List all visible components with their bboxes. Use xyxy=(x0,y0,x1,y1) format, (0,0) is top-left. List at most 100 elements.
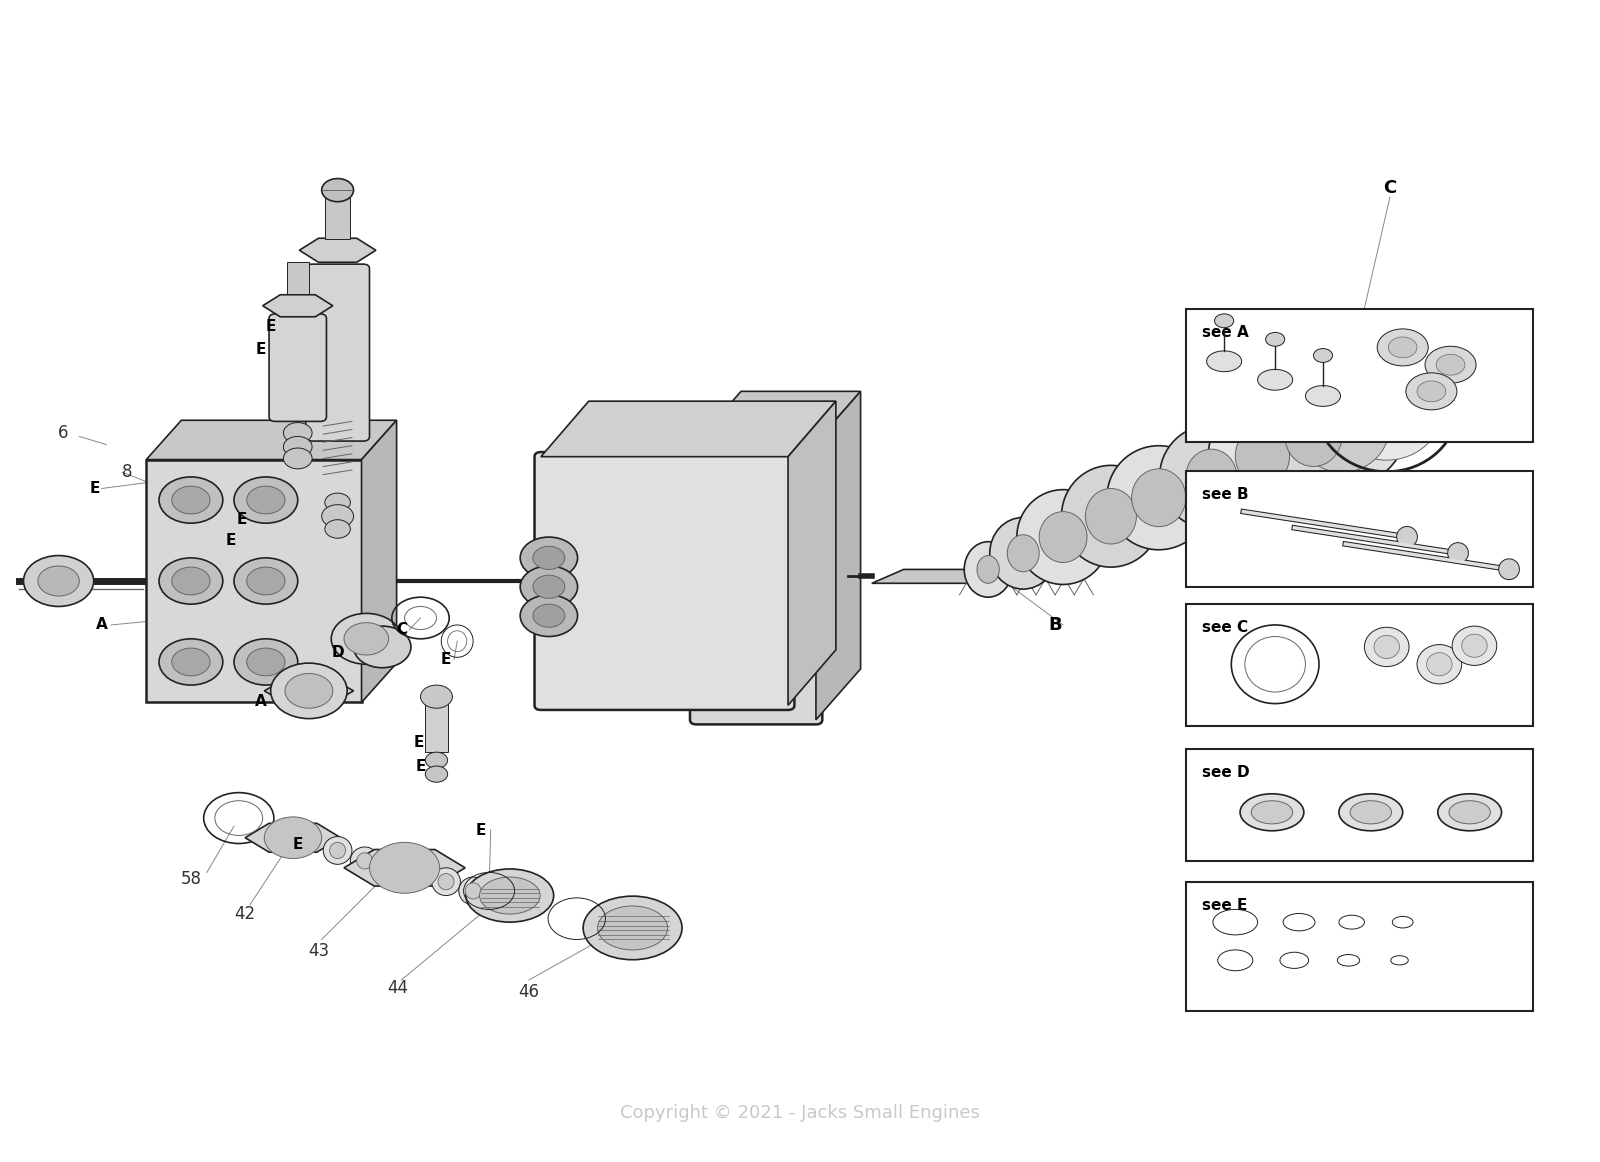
Circle shape xyxy=(158,476,222,523)
Ellipse shape xyxy=(1258,370,1293,390)
Bar xyxy=(1186,309,1533,443)
Ellipse shape xyxy=(1258,379,1370,492)
Text: see A: see A xyxy=(1202,325,1248,340)
Circle shape xyxy=(234,639,298,686)
Bar xyxy=(1186,471,1533,587)
Ellipse shape xyxy=(466,869,554,923)
Polygon shape xyxy=(146,421,397,460)
Ellipse shape xyxy=(1397,526,1418,547)
Circle shape xyxy=(344,623,389,655)
Circle shape xyxy=(246,486,285,514)
Text: 44: 44 xyxy=(387,980,408,997)
Circle shape xyxy=(325,493,350,511)
Circle shape xyxy=(270,664,347,718)
Ellipse shape xyxy=(1499,559,1520,580)
Ellipse shape xyxy=(1107,446,1211,550)
Text: C: C xyxy=(1384,179,1397,196)
Ellipse shape xyxy=(1240,794,1304,831)
Text: E: E xyxy=(266,320,275,335)
Circle shape xyxy=(1314,349,1333,363)
Circle shape xyxy=(426,752,448,768)
Ellipse shape xyxy=(1208,401,1317,511)
Circle shape xyxy=(354,626,411,668)
Circle shape xyxy=(1214,314,1234,328)
Ellipse shape xyxy=(459,877,488,905)
Text: 6: 6 xyxy=(58,424,69,442)
Text: 8: 8 xyxy=(122,464,133,481)
Text: B: B xyxy=(1048,616,1062,634)
Ellipse shape xyxy=(1462,634,1488,658)
Circle shape xyxy=(246,648,285,676)
Circle shape xyxy=(24,555,94,607)
Circle shape xyxy=(283,449,312,468)
Bar xyxy=(286,261,309,294)
Ellipse shape xyxy=(350,847,379,875)
Ellipse shape xyxy=(330,842,346,859)
Circle shape xyxy=(322,504,354,528)
Circle shape xyxy=(246,567,285,595)
Bar xyxy=(426,701,448,752)
Circle shape xyxy=(426,766,448,782)
Circle shape xyxy=(1418,381,1446,402)
Ellipse shape xyxy=(1427,653,1453,676)
Polygon shape xyxy=(299,238,376,263)
Ellipse shape xyxy=(1131,468,1186,526)
Polygon shape xyxy=(789,401,835,705)
Circle shape xyxy=(520,595,578,637)
FancyBboxPatch shape xyxy=(269,314,326,422)
Ellipse shape xyxy=(597,906,667,949)
Bar xyxy=(1186,748,1533,861)
Circle shape xyxy=(520,537,578,579)
Polygon shape xyxy=(146,460,362,702)
Ellipse shape xyxy=(1206,351,1242,372)
Ellipse shape xyxy=(1061,465,1160,567)
Polygon shape xyxy=(264,679,354,703)
Ellipse shape xyxy=(1418,645,1462,684)
Circle shape xyxy=(171,486,210,514)
Ellipse shape xyxy=(323,837,352,865)
Polygon shape xyxy=(245,824,341,852)
Text: Jacks®: Jacks® xyxy=(725,669,779,683)
Ellipse shape xyxy=(1235,426,1290,486)
Polygon shape xyxy=(872,569,1008,583)
Circle shape xyxy=(234,558,298,604)
Text: E: E xyxy=(475,824,486,838)
Ellipse shape xyxy=(1330,350,1445,460)
Ellipse shape xyxy=(432,868,461,896)
Circle shape xyxy=(283,423,312,444)
Circle shape xyxy=(171,567,210,595)
Ellipse shape xyxy=(1294,378,1390,472)
Ellipse shape xyxy=(1306,386,1341,407)
Text: 58: 58 xyxy=(181,870,202,889)
Ellipse shape xyxy=(1277,363,1408,487)
Circle shape xyxy=(1426,346,1477,383)
Ellipse shape xyxy=(1438,794,1501,831)
Ellipse shape xyxy=(582,896,682,960)
Circle shape xyxy=(533,604,565,627)
Text: see C: see C xyxy=(1202,621,1248,636)
FancyBboxPatch shape xyxy=(534,452,795,710)
Circle shape xyxy=(1437,354,1466,375)
Circle shape xyxy=(1378,329,1429,366)
Circle shape xyxy=(234,476,298,523)
Text: E: E xyxy=(256,343,266,357)
Circle shape xyxy=(1266,332,1285,346)
Circle shape xyxy=(264,817,322,859)
Text: see D: see D xyxy=(1202,765,1250,780)
Polygon shape xyxy=(344,849,466,887)
Ellipse shape xyxy=(1453,626,1496,666)
Ellipse shape xyxy=(480,877,541,914)
Text: A: A xyxy=(256,694,267,709)
Circle shape xyxy=(533,546,565,569)
Ellipse shape xyxy=(1186,450,1237,504)
Text: E: E xyxy=(226,533,235,548)
Text: Copyright © 2021 - Jacks Small Engines: Copyright © 2021 - Jacks Small Engines xyxy=(621,1104,979,1122)
Ellipse shape xyxy=(990,517,1056,589)
Ellipse shape xyxy=(1339,794,1403,831)
Ellipse shape xyxy=(1285,404,1342,466)
Bar xyxy=(1186,604,1533,725)
Circle shape xyxy=(370,842,440,894)
Circle shape xyxy=(331,614,402,665)
Ellipse shape xyxy=(1160,425,1262,529)
Ellipse shape xyxy=(1350,801,1392,824)
